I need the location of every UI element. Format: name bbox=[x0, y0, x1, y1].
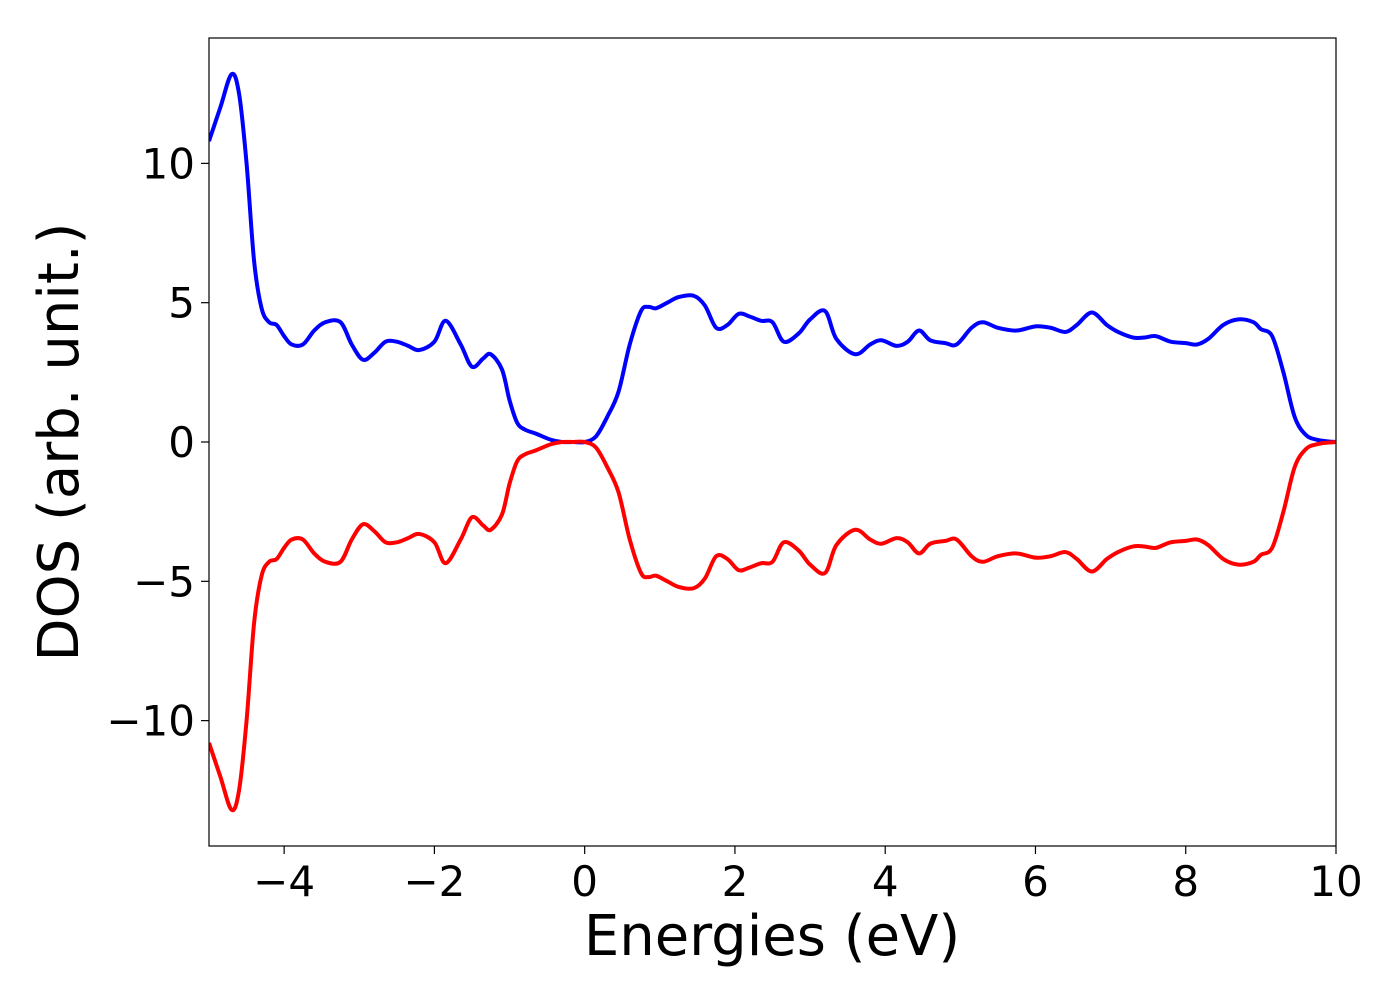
y-ticks: −10 −5 0 5 10 bbox=[106, 139, 209, 746]
x-tick-label: 0 bbox=[571, 857, 598, 906]
series-line-2 bbox=[209, 439, 1336, 813]
x-tick-label: 2 bbox=[722, 857, 749, 906]
series-line-1 bbox=[209, 71, 1336, 445]
y-tick-label: 0 bbox=[168, 418, 195, 467]
x-tick-label: −4 bbox=[253, 857, 315, 906]
x-tick-label: 4 bbox=[872, 857, 899, 906]
x-tick-label: 10 bbox=[1309, 857, 1362, 906]
x-axis-label: Energies (eV) bbox=[584, 904, 960, 969]
x-tick-label: −2 bbox=[403, 857, 465, 906]
y-tick-label: 5 bbox=[168, 279, 195, 328]
y-axis-label: DOS (arb. unit.) bbox=[27, 222, 92, 661]
series-layer bbox=[209, 71, 1336, 813]
plot-frame bbox=[208, 37, 1337, 847]
y-tick-label: 10 bbox=[142, 139, 195, 188]
y-tick-label: −5 bbox=[133, 557, 195, 606]
x-tick-label: 8 bbox=[1172, 857, 1199, 906]
x-tick-label: 6 bbox=[1022, 857, 1049, 906]
x-ticks: −4 −2 0 2 4 6 8 10 bbox=[253, 846, 1363, 906]
y-tick-label: −10 bbox=[106, 697, 195, 746]
